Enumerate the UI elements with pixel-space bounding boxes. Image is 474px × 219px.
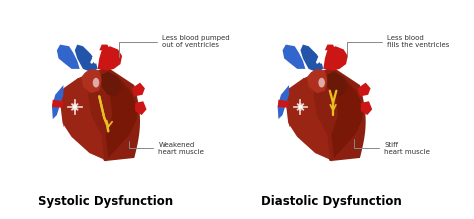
Polygon shape [361,101,372,115]
Polygon shape [102,72,122,96]
Polygon shape [82,69,102,93]
Polygon shape [99,45,110,50]
Polygon shape [52,85,64,119]
Text: Less blood pumped
out of ventricles: Less blood pumped out of ventricles [118,35,230,57]
Polygon shape [323,46,348,71]
Ellipse shape [73,103,77,111]
Text: Weakened
heart muscle: Weakened heart muscle [128,141,204,155]
Polygon shape [106,71,137,158]
Polygon shape [135,101,146,115]
Polygon shape [57,45,80,69]
Polygon shape [301,45,323,72]
Polygon shape [328,72,348,96]
Text: Diastolic Dysfunction: Diastolic Dysfunction [261,195,402,208]
Ellipse shape [319,78,325,88]
Ellipse shape [93,78,99,88]
Ellipse shape [298,103,303,111]
Polygon shape [307,69,328,93]
Polygon shape [357,83,371,96]
Text: Stiff
heart muscle: Stiff heart muscle [354,140,430,155]
Polygon shape [278,100,289,108]
Text: Less blood
fills the ventricles: Less blood fills the ventricles [347,35,449,57]
Polygon shape [283,45,305,69]
Polygon shape [98,46,122,71]
Polygon shape [60,71,104,160]
Polygon shape [325,45,336,50]
Polygon shape [75,45,98,72]
Polygon shape [331,71,363,158]
Polygon shape [132,83,145,96]
Text: Systolic Dysfunction: Systolic Dysfunction [38,195,173,208]
Polygon shape [278,85,289,119]
Polygon shape [289,69,365,161]
Polygon shape [64,69,140,161]
Polygon shape [286,71,330,160]
Polygon shape [52,100,64,108]
